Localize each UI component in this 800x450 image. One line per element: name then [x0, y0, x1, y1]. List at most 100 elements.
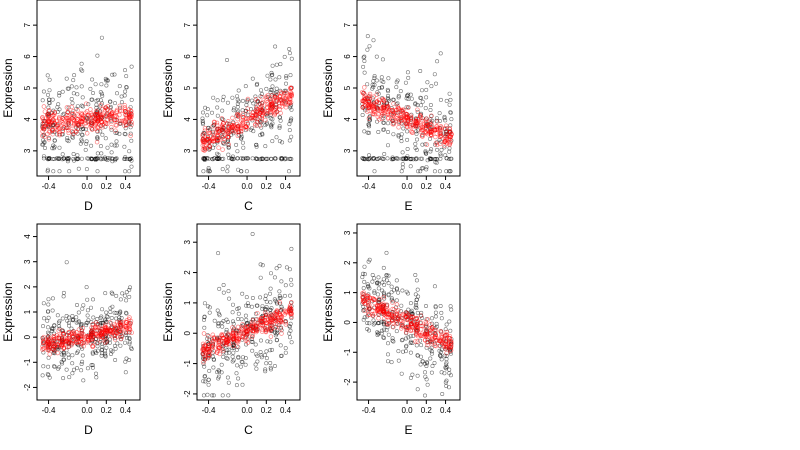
observed-point — [95, 156, 100, 161]
observed-point — [235, 110, 240, 115]
observed-point — [55, 313, 60, 318]
observed-point — [380, 85, 385, 90]
fitted-point — [214, 120, 220, 126]
observed-point — [83, 147, 88, 152]
observed-point — [230, 354, 235, 359]
observed-point — [448, 110, 453, 115]
observed-point — [258, 275, 263, 280]
observed-point — [202, 156, 207, 161]
fitted-point — [225, 119, 231, 124]
fitted-point — [221, 133, 226, 139]
observed-point — [239, 169, 244, 174]
y-tick-label: 6 — [23, 54, 32, 59]
fitted-point — [404, 121, 409, 127]
observed-point — [99, 314, 104, 319]
observed-point — [385, 341, 390, 346]
fitted-point — [444, 336, 450, 341]
observed-point — [382, 292, 387, 297]
observed-point — [47, 157, 52, 162]
fitted-point — [274, 309, 280, 315]
fitted-point — [99, 120, 105, 125]
observed-point — [216, 321, 221, 326]
observed-point — [377, 320, 382, 325]
observed-point — [394, 156, 399, 161]
observed-point — [385, 93, 390, 98]
observed-point — [385, 121, 390, 126]
observed-point — [288, 328, 293, 333]
fitted-point — [448, 347, 454, 353]
fitted-point — [81, 337, 86, 342]
observed-point — [250, 295, 255, 300]
observed-point — [400, 165, 405, 170]
fitted-point — [249, 334, 255, 340]
observed-point — [434, 160, 439, 165]
fitted-point — [264, 96, 269, 101]
observed-point — [269, 87, 274, 92]
fitted-point — [423, 338, 428, 343]
fitted-point — [235, 112, 240, 118]
observed-point — [91, 315, 96, 320]
observed-point — [399, 338, 404, 343]
observed-point — [220, 393, 225, 398]
fitted-point — [240, 111, 246, 117]
observed-point — [433, 310, 438, 315]
y-tick-label: 3 — [343, 148, 352, 153]
observed-point — [206, 377, 211, 382]
observed-point — [420, 315, 425, 320]
observed-point — [45, 167, 50, 172]
observed-point — [415, 353, 420, 358]
observed-point — [220, 108, 225, 113]
fitted-point — [210, 340, 215, 346]
observed-point — [362, 58, 367, 63]
fitted-point — [215, 137, 220, 143]
observed-point — [408, 164, 413, 169]
fitted-point — [89, 127, 95, 132]
observed-point — [268, 77, 273, 82]
observed-point — [414, 147, 419, 152]
observed-point — [123, 169, 128, 174]
observed-point — [40, 324, 45, 329]
observed-point — [127, 335, 132, 340]
fitted-point — [400, 109, 406, 114]
fitted-point — [375, 114, 381, 120]
observed-point — [284, 74, 289, 79]
fitted-point — [361, 290, 366, 295]
observed-point — [124, 298, 129, 303]
observed-point — [269, 73, 274, 78]
observed-point — [269, 157, 274, 162]
fitted-point — [283, 320, 289, 325]
fitted-point — [264, 109, 270, 114]
observed-point — [114, 316, 119, 321]
fitted-point — [259, 329, 265, 334]
observed-point — [415, 109, 420, 114]
fitted-point — [40, 347, 45, 352]
fitted-point — [278, 315, 284, 320]
observed-point — [110, 159, 115, 164]
observed-point — [231, 321, 236, 326]
observed-point — [399, 132, 404, 137]
fitted-point — [90, 121, 95, 127]
fitted-point — [46, 341, 51, 346]
fitted-point — [425, 342, 430, 348]
observed-point — [219, 320, 224, 325]
fitted-point — [366, 105, 372, 111]
observed-point — [264, 305, 269, 310]
fitted-point — [263, 312, 269, 317]
fitted-point — [229, 129, 234, 134]
fitted-point — [439, 333, 444, 338]
fitted-point — [274, 317, 279, 323]
observed-point — [289, 282, 294, 287]
fitted-point — [69, 333, 75, 339]
y-tick-label: -1 — [23, 358, 32, 366]
observed-point — [428, 103, 433, 108]
fitted-point — [419, 127, 425, 133]
observed-point — [103, 354, 108, 359]
fitted-point — [260, 327, 265, 333]
observed-point — [113, 357, 118, 362]
fitted-point — [253, 324, 259, 330]
observed-point — [60, 361, 65, 366]
observed-point — [40, 98, 45, 103]
observed-point — [423, 106, 428, 111]
fitted-point — [379, 106, 385, 111]
observed-point — [282, 54, 287, 59]
